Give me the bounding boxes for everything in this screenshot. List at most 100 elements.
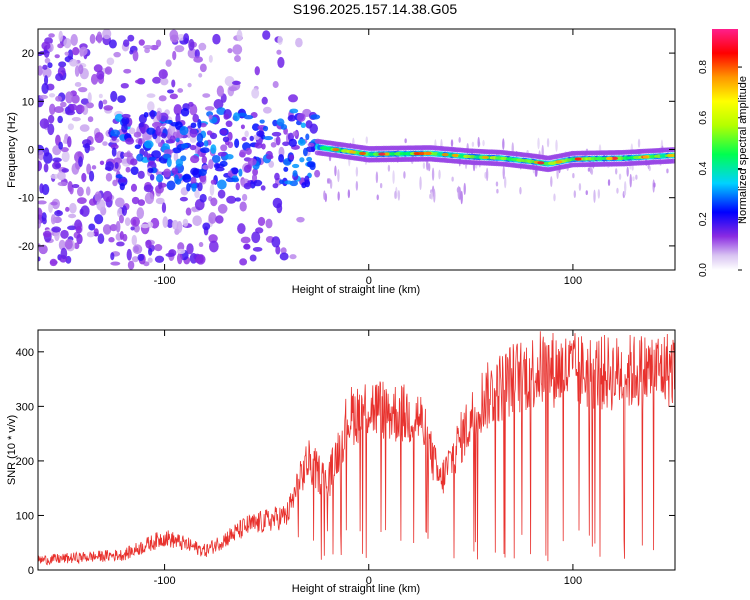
spectrogram-cell [392, 170, 395, 184]
spectrogram-cell [43, 163, 49, 173]
spectrogram-cell [110, 252, 115, 261]
spectrogram-cell [244, 130, 249, 138]
spectrogram-cell [174, 45, 185, 53]
spectrogram-x-tick-label: -100 [154, 275, 176, 287]
spectrogram-cell [138, 122, 145, 128]
spectrogram-cell [115, 220, 121, 233]
spectrogram-cell [249, 135, 254, 142]
spectrogram-cell [105, 161, 114, 172]
spectrogram-cell [300, 122, 306, 129]
spectrogram-cell [110, 129, 121, 137]
spectrogram-cell [624, 181, 627, 194]
spectrogram-cell [161, 132, 167, 139]
spectrogram-cell [289, 154, 295, 161]
spectrogram-cell [169, 34, 179, 43]
spectrogram-cell [57, 181, 68, 187]
spectrogram-cell [123, 68, 132, 74]
spectrogram-cell [219, 160, 228, 167]
spectrogram-cell [653, 182, 656, 188]
spectrogram-cell [131, 196, 140, 205]
spectrogram-cell [93, 228, 99, 237]
spectrogram-cell [151, 150, 162, 159]
spectrogram-cell [210, 179, 217, 185]
spectrogram-cell [305, 120, 313, 129]
spectrogram-cell [227, 48, 233, 54]
spectrogram-cell [104, 66, 113, 75]
spectrogram-cell [147, 257, 153, 263]
spectrogram-cell [190, 122, 197, 129]
spectrogram-cell [187, 82, 192, 88]
spectrogram-cell [39, 94, 49, 100]
spectrogram-cell [550, 176, 553, 188]
spectrogram-cell [144, 192, 155, 205]
spectrogram-cell [297, 138, 306, 146]
spectrogram-cell [94, 214, 104, 225]
spectrogram-cell [98, 100, 104, 110]
spectrogram-cell [146, 93, 156, 98]
spectrogram-cell [49, 258, 58, 267]
spectrogram-cell [275, 136, 281, 146]
spectrogram-cell [148, 156, 157, 161]
spectrogram-cell [261, 96, 268, 105]
spectrogram-cell [423, 151, 431, 155]
spectrogram-cell [216, 85, 225, 97]
spectrogram-cell [78, 64, 84, 75]
spectrogram-cell [118, 214, 124, 224]
spectrogram-cell [38, 256, 41, 262]
spectrogram-cell [430, 191, 434, 200]
spectrogram-cell [121, 123, 128, 133]
spectrogram-cell [279, 179, 285, 185]
spectrogram-cell [266, 154, 274, 160]
spectrogram-cell [130, 166, 139, 175]
spectrogram-cell [251, 88, 260, 99]
spectrogram-cell [71, 116, 81, 122]
spectrogram-cell [186, 243, 194, 255]
spectrogram-cell [43, 152, 53, 164]
spectrogram-cell [58, 239, 66, 251]
spectrogram-cell [42, 217, 47, 225]
spectrogram-cell [113, 51, 121, 58]
spectrogram-cell [198, 73, 203, 78]
spectrogram-cell [279, 252, 289, 261]
spectrogram-cell [337, 191, 340, 201]
spectrogram-cell [243, 182, 252, 190]
spectrogram-cell [471, 141, 475, 148]
spectrogram-cell [75, 104, 85, 114]
snr-x-axis-label: Height of straight line (km) [292, 583, 420, 595]
colorbar-tick-label: 0.0 [698, 263, 709, 277]
spectrogram-cell [232, 80, 241, 85]
spectrogram-cell [119, 183, 125, 191]
spectrogram-cell [438, 169, 441, 180]
spectrogram-cell [534, 169, 538, 177]
spectrogram-cell [200, 147, 210, 154]
spectrogram-cell [431, 167, 435, 181]
spectrogram-cell [482, 139, 485, 147]
spectrogram-cell [49, 103, 56, 115]
spectrogram-cell [51, 226, 62, 233]
spectrogram-cell [69, 202, 77, 214]
spectrogram-cell [44, 57, 51, 64]
spectrogram-cell [433, 188, 436, 203]
spectrogram-cell [208, 114, 213, 120]
spectrogram-cell [404, 138, 407, 144]
spectrogram-cell [365, 136, 368, 144]
spectrogram-cell [41, 41, 51, 51]
spectrogram-cell [296, 112, 306, 122]
spectrogram-cell [145, 239, 152, 249]
spectrogram-cell [605, 156, 613, 161]
spectrogram-cell [378, 152, 386, 156]
spectrogram-cell [276, 118, 285, 127]
spectrogram-cell [134, 144, 141, 150]
spectrogram-cell [635, 174, 638, 180]
spectrogram-cell [127, 34, 135, 42]
spectrogram-cell [58, 61, 67, 68]
colorbar-label: Normalized spectral amplitude [737, 76, 749, 224]
spectrogram-cell [84, 142, 90, 154]
spectrogram-cell [450, 139, 454, 148]
spectrogram-cell [187, 48, 198, 59]
spectrogram-cell [65, 109, 76, 116]
spectrogram-cell [299, 157, 305, 163]
spectrogram-cell [225, 120, 233, 128]
spectrogram-cell [126, 248, 132, 261]
